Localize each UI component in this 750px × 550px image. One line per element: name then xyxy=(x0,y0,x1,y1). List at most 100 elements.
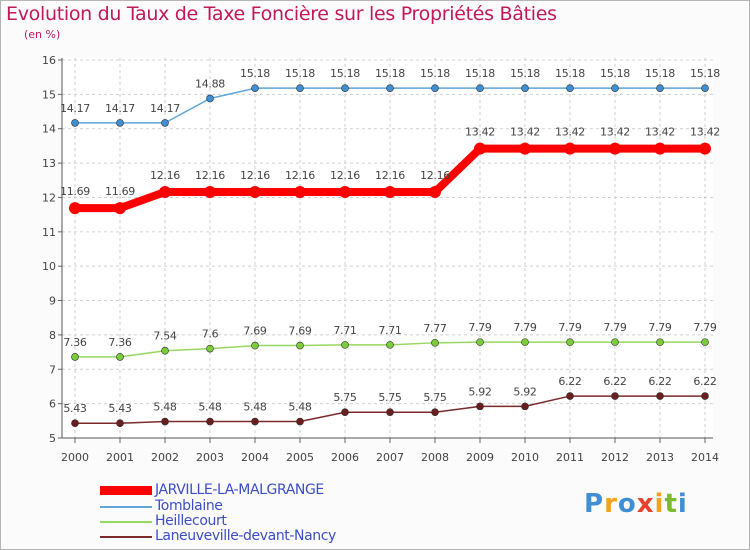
data-point-laneuveville xyxy=(386,408,394,417)
data-label-tomblaine: 14.17 xyxy=(150,102,180,115)
y-tick-label: 15 xyxy=(42,88,56,101)
data-point-jarville xyxy=(159,185,171,198)
data-point-heillecourt xyxy=(161,346,169,355)
data-point-laneuveville xyxy=(611,392,619,400)
data-label-laneuveville: 6.22 xyxy=(648,375,671,388)
data-label-tomblaine: 15.18 xyxy=(555,67,585,80)
data-point-tomblaine xyxy=(161,119,169,127)
data-point-jarville xyxy=(339,185,351,198)
data-point-laneuveville xyxy=(116,419,124,428)
data-label-tomblaine: 14.88 xyxy=(195,77,225,90)
data-point-tomblaine xyxy=(386,84,394,92)
data-point-laneuveville xyxy=(341,408,349,417)
data-label-tomblaine: 15.18 xyxy=(600,67,630,80)
data-point-heillecourt xyxy=(611,338,619,346)
data-label-laneuveville: 5.48 xyxy=(198,401,222,414)
data-point-heillecourt xyxy=(701,338,709,346)
data-label-jarville: 13.42 xyxy=(465,126,495,139)
data-point-laneuveville xyxy=(701,392,709,400)
data-label-heillecourt: 7.71 xyxy=(378,324,401,337)
legend-swatch xyxy=(100,486,152,495)
x-tick-label: 2005 xyxy=(286,451,314,464)
legend-label: JARVILLE-LA-MALGRANGE xyxy=(155,482,324,498)
data-point-laneuveville xyxy=(161,417,169,426)
data-point-heillecourt xyxy=(341,341,349,349)
data-label-laneuveville: 5.75 xyxy=(333,391,357,404)
data-point-heillecourt xyxy=(206,344,214,353)
logo-letter: x xyxy=(636,489,655,519)
data-label-jarville: 12.16 xyxy=(420,169,450,182)
y-tick-label: 5 xyxy=(49,432,56,445)
data-label-laneuveville: 5.48 xyxy=(288,401,312,414)
data-point-tomblaine xyxy=(566,84,574,92)
y-tick-label: 12 xyxy=(42,191,56,204)
data-point-heillecourt xyxy=(431,339,439,347)
logo-letter: t xyxy=(664,489,678,519)
x-tick-label: 2010 xyxy=(511,451,539,464)
x-tick-label: 2002 xyxy=(151,451,179,464)
data-point-jarville xyxy=(474,142,486,155)
data-point-jarville xyxy=(384,185,396,198)
data-label-jarville: 13.42 xyxy=(510,126,540,139)
legend-label: Heillecourt xyxy=(155,513,227,529)
y-tick-label: 9 xyxy=(49,295,56,308)
data-point-jarville xyxy=(204,185,216,198)
data-label-tomblaine: 14.17 xyxy=(105,102,135,115)
data-label-heillecourt: 7.79 xyxy=(648,321,672,334)
data-label-laneuveville: 6.22 xyxy=(603,375,626,388)
data-label-jarville: 12.16 xyxy=(195,169,225,182)
y-tick-label: 16 xyxy=(42,54,56,67)
data-label-laneuveville: 5.48 xyxy=(243,401,267,414)
data-point-jarville xyxy=(294,185,306,198)
data-point-tomblaine xyxy=(251,84,259,92)
data-point-tomblaine xyxy=(476,84,484,92)
y-tick-label: 11 xyxy=(42,226,56,239)
data-point-laneuveville xyxy=(431,408,439,417)
x-tick-label: 2008 xyxy=(421,451,449,464)
y-tick-label: 6 xyxy=(49,398,56,411)
data-point-tomblaine xyxy=(521,84,529,92)
data-label-heillecourt: 7.79 xyxy=(468,321,492,334)
data-label-jarville: 11.69 xyxy=(105,185,135,198)
data-label-laneuveville: 5.92 xyxy=(468,385,491,398)
x-tick-label: 2004 xyxy=(241,451,269,464)
data-point-laneuveville xyxy=(656,392,664,400)
data-label-tomblaine: 15.18 xyxy=(285,67,315,80)
x-tick-label: 2000 xyxy=(61,451,89,464)
data-point-tomblaine xyxy=(71,119,79,127)
x-tick-label: 2001 xyxy=(106,451,134,464)
data-point-jarville xyxy=(519,142,531,155)
y-tick-label: 8 xyxy=(49,329,56,342)
data-point-tomblaine xyxy=(206,94,214,103)
data-point-heillecourt xyxy=(656,338,664,346)
data-point-tomblaine xyxy=(296,84,304,92)
data-label-jarville: 12.16 xyxy=(330,169,360,182)
data-label-heillecourt: 7.71 xyxy=(333,324,356,337)
y-tick-label: 13 xyxy=(42,157,56,170)
data-point-jarville xyxy=(699,142,711,155)
logo-letter: i xyxy=(677,489,688,519)
data-point-heillecourt xyxy=(251,341,259,350)
data-point-laneuveville xyxy=(206,417,214,426)
data-label-jarville: 12.16 xyxy=(285,169,315,182)
logo-letter: i xyxy=(654,489,665,519)
data-point-laneuveville xyxy=(521,402,529,411)
data-point-tomblaine xyxy=(701,84,709,92)
data-label-jarville: 13.42 xyxy=(600,126,630,139)
logo-letter: r xyxy=(604,489,618,519)
x-tick-label: 2009 xyxy=(466,451,494,464)
data-label-laneuveville: 5.92 xyxy=(513,385,536,398)
data-label-tomblaine: 15.18 xyxy=(420,67,450,80)
data-label-heillecourt: 7.54 xyxy=(153,330,177,343)
data-label-tomblaine: 15.18 xyxy=(690,67,720,80)
x-tick-label: 2003 xyxy=(196,451,224,464)
data-label-jarville: 12.16 xyxy=(150,169,180,182)
data-label-tomblaine: 14.17 xyxy=(60,102,90,115)
data-label-laneuveville: 5.43 xyxy=(108,402,132,415)
data-point-heillecourt xyxy=(476,338,484,346)
data-label-tomblaine: 15.18 xyxy=(510,67,540,80)
data-point-tomblaine xyxy=(341,84,349,92)
data-point-laneuveville xyxy=(251,417,259,426)
data-point-tomblaine xyxy=(431,84,439,92)
data-point-tomblaine xyxy=(611,84,619,92)
